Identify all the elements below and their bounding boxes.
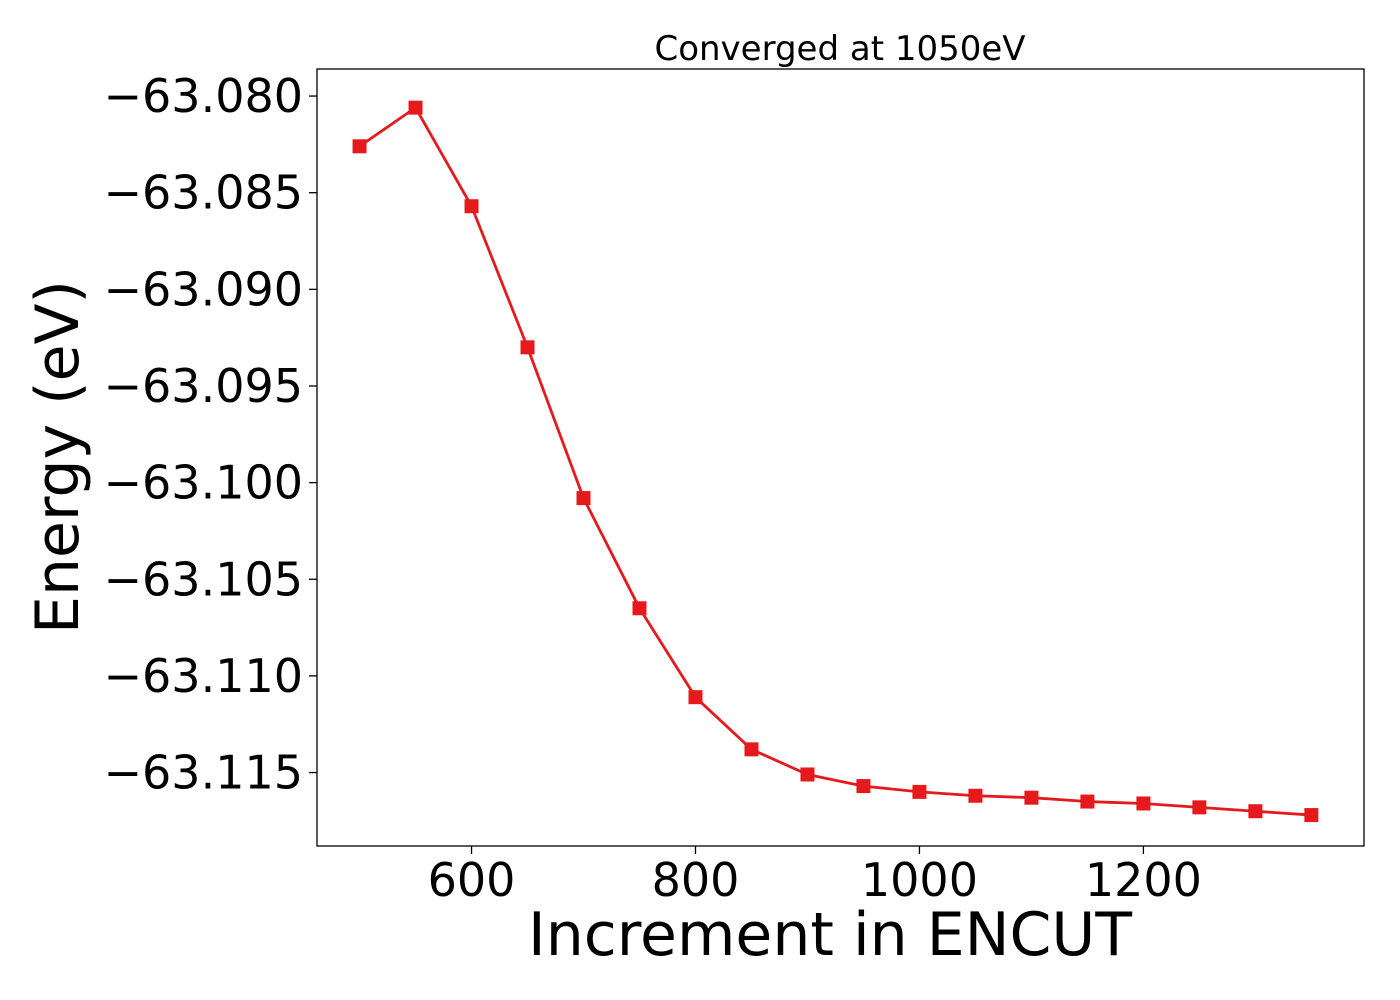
- data-point: [352, 139, 367, 154]
- y-tick-label: −63.095: [104, 359, 304, 413]
- data-point: [464, 199, 479, 214]
- y-tick-label: −63.100: [104, 456, 304, 510]
- data-point: [688, 690, 703, 705]
- data-point: [632, 601, 647, 616]
- data-point: [800, 767, 815, 782]
- data-point: [520, 340, 535, 355]
- data-point: [1080, 794, 1095, 809]
- plot-area: 600 800 1000 1200 −63.080 −63.085 −63.090 −63.0…: [104, 68, 1365, 907]
- y-tick-label: −63.115: [104, 746, 304, 800]
- y-tick-label: −63.090: [104, 262, 304, 316]
- data-point: [1248, 804, 1263, 819]
- data-point: [408, 100, 423, 115]
- x-tick-label: 600: [428, 853, 516, 907]
- x-tick-label: 1200: [1085, 853, 1202, 907]
- plot-frame: [316, 68, 1365, 847]
- data-point: [744, 742, 759, 757]
- x-axis-label: Increment in ENCUT: [528, 900, 1132, 970]
- data-point: [968, 788, 983, 803]
- y-tick-label: −63.080: [104, 69, 304, 123]
- y-tick-label: −63.105: [104, 552, 304, 606]
- chart-title: Converged at 1050eV: [654, 29, 1025, 69]
- data-point: [1024, 790, 1039, 805]
- y-axis-label: Energy (eV): [23, 280, 93, 634]
- y-tick-label: −63.085: [104, 166, 304, 220]
- data-point: [1304, 808, 1319, 823]
- data-point: [856, 779, 871, 794]
- y-tick-label: −63.110: [104, 649, 304, 703]
- series-line: [358, 106, 1312, 817]
- data-point: [1136, 796, 1151, 811]
- x-tick-label: 800: [652, 853, 740, 907]
- x-tick-label: 1000: [861, 853, 978, 907]
- data-point: [576, 491, 591, 506]
- data-point: [1192, 800, 1207, 815]
- data-point: [912, 784, 927, 799]
